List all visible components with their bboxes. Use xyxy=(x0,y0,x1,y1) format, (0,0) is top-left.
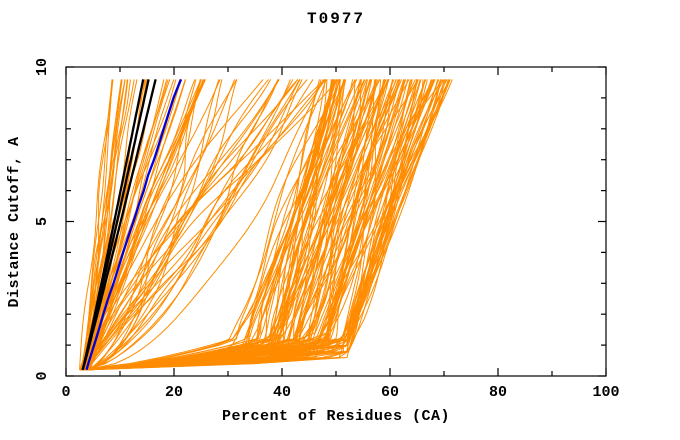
y-tick-label-5: 5 xyxy=(34,217,51,226)
model-curve-mid-sparse xyxy=(84,79,279,371)
model-curve-dense-mass xyxy=(84,79,322,371)
model-curve-dense-mass xyxy=(82,79,397,371)
model-curve-dense-mass xyxy=(86,79,341,371)
axis-ticks-layer xyxy=(65,66,607,377)
y-tick-label-10: 10 xyxy=(34,58,51,76)
model-curves-layer xyxy=(79,78,453,371)
model-curve-dense-mass xyxy=(84,79,447,371)
model-curve-left-bundle xyxy=(85,79,171,370)
model-curve-left-bundle xyxy=(80,79,135,370)
model-curve-left-bundle xyxy=(85,79,113,370)
x-tick-label-40: 40 xyxy=(273,384,291,401)
model-curve-dense-mass xyxy=(82,79,387,371)
model-curve-dense-mass xyxy=(81,79,336,371)
model-curve-dense-mass xyxy=(80,79,373,371)
model-curve-dense-mass xyxy=(87,79,386,371)
model-curve-dense-mass xyxy=(85,79,450,371)
model-curve-dense-mass xyxy=(84,79,368,371)
model-curve-dense-mass xyxy=(86,79,356,371)
model-curve-dense-mass xyxy=(79,79,328,371)
x-tick-label-60: 60 xyxy=(381,384,399,401)
model-curve-mid-sparse xyxy=(81,79,308,371)
model-curve-dense-mass xyxy=(88,79,345,371)
model-curve-dense-mass xyxy=(81,79,395,371)
model-curve-left-bundle xyxy=(81,79,131,370)
model-curve-mid-sparse xyxy=(85,79,303,371)
model-curve-dense-mass xyxy=(85,79,436,371)
model-curve-mid-sparse xyxy=(80,79,280,371)
model-curve-left-bundle xyxy=(79,79,114,370)
model-curve-mid-sparse xyxy=(86,79,236,371)
model-curve-dense-mass xyxy=(88,79,346,371)
model-curve-dense-mass xyxy=(85,79,432,371)
model-curve-dense-mass xyxy=(85,79,439,371)
model-curve-dense-mass xyxy=(85,79,445,371)
highlight-curve-blue xyxy=(85,78,183,371)
model-curve-mid-sparse xyxy=(88,79,238,371)
x-tick-label-100: 100 xyxy=(592,384,619,401)
model-curve-left-bundle xyxy=(85,79,187,370)
model-curve-dense-mass xyxy=(88,79,333,371)
model-curve-mid-sparse xyxy=(87,79,301,371)
model-curve-dense-mass xyxy=(85,79,340,371)
model-curve-dense-mass xyxy=(82,79,390,371)
model-curve-dense-mass xyxy=(81,79,406,371)
model-curve-mid-sparse xyxy=(85,79,299,370)
chart-title: T0977 xyxy=(307,10,365,28)
model-curve-dense-mass xyxy=(81,79,401,371)
model-curve-dense-mass xyxy=(80,79,397,371)
model-curve-dense-mass xyxy=(85,79,320,371)
x-tick-label-0: 0 xyxy=(61,384,70,401)
model-curve-mid-sparse xyxy=(87,79,327,371)
model-curve-dense-mass xyxy=(87,79,416,371)
model-curve-dense-mass xyxy=(85,79,327,371)
model-curve-dense-mass xyxy=(80,79,434,371)
model-curve-dense-mass xyxy=(82,79,389,371)
model-curve-dense-mass xyxy=(80,79,372,371)
x-tick-label-20: 20 xyxy=(165,384,183,401)
model-curve-mid-sparse xyxy=(79,79,269,371)
model-curve-mid-sparse xyxy=(81,79,326,370)
model-curve-mid-sparse xyxy=(86,79,301,371)
x-tick-label-80: 80 xyxy=(489,384,507,401)
model-curve-dense-mass xyxy=(81,79,368,371)
model-curve-dense-mass xyxy=(86,79,375,371)
x-axis-label: Percent of Residues (CA) xyxy=(222,408,450,425)
model-curve-dense-mass xyxy=(88,79,332,371)
highlight-curve-black xyxy=(81,79,157,371)
model-curve-mid-sparse xyxy=(82,79,280,371)
model-curve-dense-mass xyxy=(82,79,413,371)
model-curve-mid-sparse xyxy=(88,79,202,370)
model-curve-dense-mass xyxy=(90,79,362,371)
y-tick-label-0: 0 xyxy=(34,371,51,380)
model-curve-dense-mass xyxy=(80,79,403,371)
model-curve-mid-sparse xyxy=(83,79,339,371)
model-curve-dense-mass xyxy=(83,79,401,371)
model-curve-dense-mass xyxy=(85,79,389,371)
y-axis-label: Distance Cutoff, A xyxy=(6,136,23,307)
model-curve-mid-sparse xyxy=(80,79,279,371)
model-curve-dense-mass xyxy=(85,79,338,371)
model-curve-mid-sparse xyxy=(87,79,324,371)
model-curve-dense-mass xyxy=(88,79,354,371)
model-curve-mid-sparse xyxy=(86,79,291,371)
model-curve-mid-sparse xyxy=(85,79,314,371)
